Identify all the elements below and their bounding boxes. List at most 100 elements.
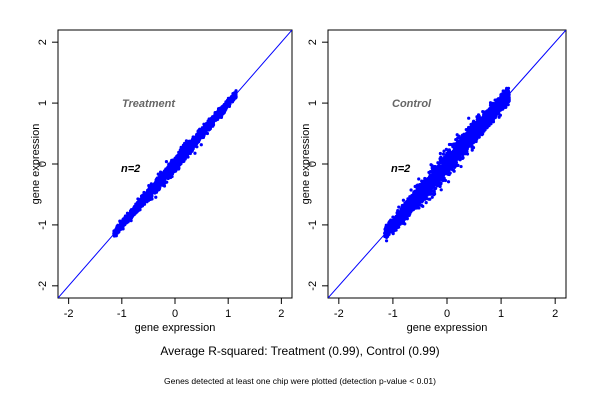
data-point [409, 188, 413, 192]
data-point [112, 234, 116, 238]
data-point [202, 128, 207, 134]
data-point [137, 199, 142, 203]
data-point [464, 127, 468, 132]
data-point [414, 194, 418, 199]
data-point [201, 135, 206, 139]
data-point [396, 210, 401, 215]
data-point [413, 184, 417, 189]
data-point [436, 174, 440, 178]
data-point [403, 214, 408, 218]
data-point [473, 120, 477, 124]
y-tick-label: 2 [307, 39, 319, 45]
y-tick-label: -1 [37, 220, 49, 230]
panel-title: Control [392, 98, 432, 110]
data-point [196, 135, 202, 140]
data-point [454, 137, 458, 142]
data-point [171, 169, 175, 173]
data-point [428, 197, 432, 201]
x-axis-title: gene expression [135, 322, 216, 334]
data-point [458, 140, 463, 145]
data-point [408, 206, 412, 210]
y-axis-title: gene expression [30, 124, 42, 205]
data-point [177, 167, 181, 171]
data-point [427, 191, 432, 195]
data-point [498, 107, 502, 111]
data-point [193, 151, 197, 155]
data-point [181, 145, 185, 149]
data-point [423, 176, 427, 181]
y-tick-label: -2 [37, 281, 49, 291]
data-point [423, 193, 428, 198]
data-point [384, 239, 389, 243]
data-point [164, 160, 169, 164]
data-point [154, 195, 158, 199]
data-point [150, 197, 154, 201]
data-point [227, 99, 232, 104]
y-tick-label: 0 [307, 161, 319, 167]
data-point [471, 136, 477, 141]
data-point [453, 142, 457, 146]
data-point [442, 164, 446, 168]
data-point [449, 142, 453, 147]
data-point [159, 178, 164, 183]
data-point [148, 190, 154, 195]
data-point [490, 108, 496, 113]
data-point [436, 164, 442, 170]
data-point [401, 215, 405, 219]
data-point [506, 103, 510, 107]
data-point [180, 153, 186, 159]
data-point [393, 225, 398, 231]
data-point [212, 116, 218, 122]
data-point [207, 122, 212, 128]
data-point [463, 134, 469, 139]
data-point [467, 116, 471, 120]
data-point [448, 150, 452, 154]
data-point [441, 152, 446, 156]
data-point [170, 165, 175, 170]
x-tick-label: 1 [225, 308, 231, 320]
data-point [147, 187, 151, 191]
data-point [439, 173, 444, 179]
y-tick-label: 1 [37, 100, 49, 106]
data-point [184, 139, 189, 143]
data-point [462, 141, 466, 146]
data-point [444, 147, 448, 151]
data-point [439, 188, 443, 192]
data-point [439, 155, 443, 159]
data-point [391, 215, 395, 219]
data-point [444, 167, 450, 173]
x-tick-label: -1 [388, 308, 398, 320]
x-tick-label: 0 [172, 308, 178, 320]
data-point [490, 105, 494, 109]
data-point [404, 201, 409, 206]
data-point [143, 197, 148, 202]
data-point [439, 181, 443, 185]
data-point [384, 235, 388, 239]
data-point [493, 111, 498, 117]
data-point [188, 151, 192, 156]
data-point [480, 124, 484, 128]
r-squared-caption: Average R-squared: Treatment (0.99), Con… [160, 344, 440, 358]
data-point [428, 187, 433, 192]
x-tick-label: -2 [334, 308, 344, 320]
data-point [154, 184, 159, 189]
data-point [396, 215, 400, 219]
data-point [415, 189, 420, 194]
data-point [443, 178, 448, 183]
data-point [401, 198, 406, 202]
data-point [442, 171, 446, 175]
data-point [467, 140, 471, 145]
data-point [431, 170, 436, 176]
data-point [418, 194, 422, 198]
data-point [504, 93, 509, 98]
data-point [127, 215, 132, 220]
data-point [391, 220, 396, 225]
data-point [191, 141, 196, 147]
data-point [452, 169, 456, 173]
data-point [450, 161, 455, 167]
data-point [435, 183, 440, 187]
n-annotation: n=2 [121, 163, 140, 175]
data-point [440, 167, 444, 171]
data-point [447, 152, 452, 158]
